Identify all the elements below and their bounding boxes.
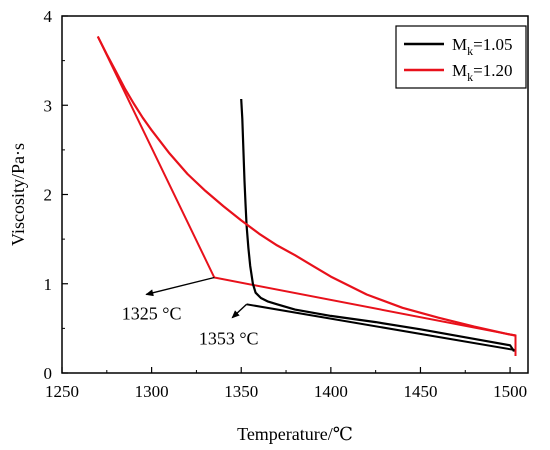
series-line-1 <box>240 98 515 352</box>
y-tick-label: 1 <box>44 275 53 294</box>
legend-label: Mk=1.20 <box>452 61 512 84</box>
x-tick-label: 1450 <box>403 382 437 401</box>
series-line-2 <box>96 36 516 337</box>
annotation-label: 1353 °C <box>199 328 259 348</box>
x-axis-label: Temperature/℃ <box>237 424 353 444</box>
annotation-arrow <box>231 303 248 319</box>
legend-box <box>395 25 527 89</box>
legend: Mk=1.05 Mk=1.20 <box>395 25 527 89</box>
y-tick-label: 2 <box>44 186 53 205</box>
x-tick-label: 1300 <box>135 382 169 401</box>
x-tick-label: 1500 <box>493 382 527 401</box>
annotation-arrow <box>145 276 215 297</box>
x-tick-label: 1400 <box>314 382 348 401</box>
tick-layer: 1250 1300 1350 1400 1450 1500 0 1 2 3 4 <box>44 7 528 401</box>
y-tick-label: 3 <box>44 96 53 115</box>
transition-line <box>96 36 517 356</box>
y-tick-label: 4 <box>44 7 53 26</box>
legend-label: Mk=1.05 <box>452 35 512 58</box>
y-tick-label: 0 <box>44 364 53 383</box>
x-tick-label: 1350 <box>224 382 258 401</box>
x-tick-label: 1250 <box>45 382 79 401</box>
y-axis-label: Viscosity/Pa·s <box>8 143 28 246</box>
annotation-label: 1325 °C <box>122 303 182 323</box>
series-layer <box>96 36 517 356</box>
annotation-layer: 1325 °C 1353 °C <box>122 276 259 348</box>
